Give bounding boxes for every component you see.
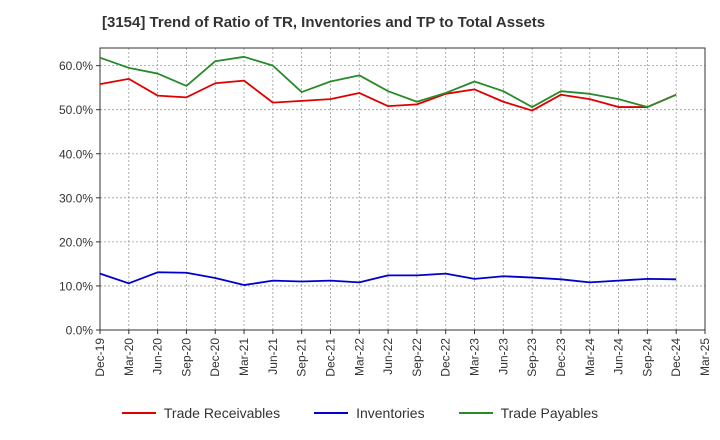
x-tick-label: Mar-24: [583, 338, 597, 376]
legend-swatch-trade-payables: [458, 412, 493, 414]
x-tick-label: Sep-20: [179, 338, 193, 377]
plot-border: [99, 47, 706, 331]
x-tick-label: Mar-25: [698, 338, 712, 376]
x-tick-label: Mar-21: [237, 338, 251, 376]
x-tick-label: Jun-22: [381, 338, 395, 375]
legend-item-inventories: Inventories: [314, 405, 425, 421]
axis-layer: 0.0% 10.0% 20.0% 30.0% 40.0% 50.0% 60.0% Dec-19…: [59, 47, 712, 377]
legend-label-inventories: Inventories: [356, 405, 425, 421]
chart-title: [3154] Trend of Ratio of TR, Inventories…: [102, 14, 546, 31]
x-tick-label: Dec-23: [554, 338, 568, 377]
x-tick-label: Jun-24: [612, 338, 626, 375]
legend-item-trade-payables: Trade Payables: [458, 405, 599, 421]
legend: Trade Receivables Inventories Trade Paya…: [0, 405, 720, 421]
x-tick-label: Jun-20: [151, 338, 165, 375]
y-tick-label: 30.0%: [59, 191, 93, 205]
y-tick-label: 20.0%: [59, 235, 93, 249]
y-tick-label: 50.0%: [59, 103, 93, 117]
x-tick-label: Jun-23: [496, 338, 510, 375]
series-line-inventories: [99, 271, 677, 286]
y-tick-label: 10.0%: [59, 279, 93, 293]
x-tick-label: Sep-24: [640, 338, 654, 377]
legend-label-trade-receivables: Trade Receivables: [163, 405, 281, 421]
x-tick-label: Dec-22: [439, 338, 453, 377]
x-tick-label: Mar-23: [468, 338, 482, 376]
x-tick-label: Sep-22: [410, 338, 424, 377]
legend-item-trade-receivables: Trade Receivables: [121, 405, 281, 421]
x-tick-label: Dec-21: [323, 338, 337, 377]
x-tick-label: Dec-24: [669, 338, 683, 377]
legend-swatch-inventories: [314, 412, 349, 414]
grid-layer: [99, 48, 706, 331]
x-tick-label: Mar-22: [352, 338, 366, 376]
x-tick-label: Jun-21: [266, 338, 280, 375]
series-layer: [99, 55, 677, 286]
series-line-trade-payables: [99, 55, 677, 108]
y-tick-label: 40.0%: [59, 147, 93, 161]
x-tick-label: Dec-20: [208, 338, 222, 377]
x-tick-label: Sep-23: [525, 338, 539, 377]
y-tick-label: 60.0%: [59, 59, 93, 73]
series-line-trade-receivables: [99, 77, 677, 112]
x-tick-label: Sep-21: [295, 338, 309, 377]
legend-label-trade-payables: Trade Payables: [500, 405, 599, 421]
x-tick-label: Dec-19: [93, 338, 107, 377]
legend-swatch-trade-receivables: [121, 412, 156, 414]
y-tick-label: 0.0%: [66, 324, 94, 338]
x-tick-label: Mar-20: [122, 338, 136, 376]
